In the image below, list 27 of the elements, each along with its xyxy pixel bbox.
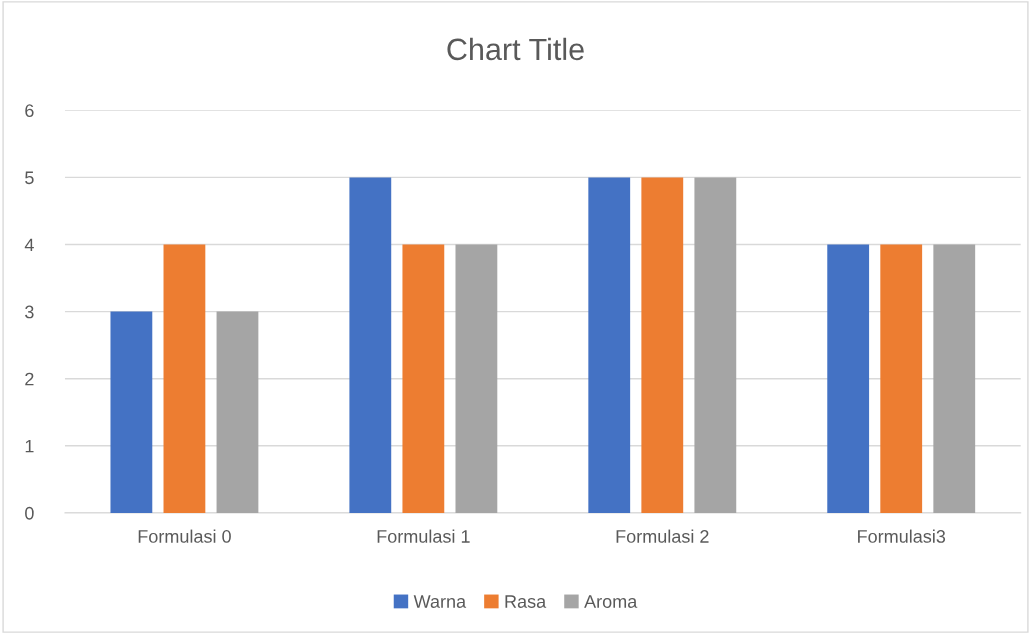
y-tick-label: 3: [25, 305, 34, 319]
y-tick-label: 2: [25, 372, 34, 386]
bar: [163, 244, 206, 513]
bar: [216, 311, 259, 513]
bar: [880, 244, 923, 513]
bar: [827, 244, 870, 513]
bar: [588, 177, 631, 513]
bar: [349, 177, 392, 513]
y-tick-label: 0: [25, 506, 34, 520]
legend-label: Aroma: [584, 595, 638, 608]
x-tick-label: Formulasi 2: [616, 529, 709, 543]
bar: [641, 177, 684, 513]
chart-title: Chart Title: [447, 37, 584, 61]
x-tick-label: Formulasi3: [858, 529, 946, 543]
x-tick-label: Formulasi 0: [138, 529, 231, 543]
y-tick-label: 5: [25, 171, 34, 185]
bar: [110, 311, 153, 513]
bar: [933, 244, 976, 513]
y-tick-label: 1: [25, 439, 34, 453]
legend-label: Rasa: [505, 595, 547, 608]
bar: [402, 244, 445, 513]
legend-label: Warna: [413, 595, 467, 608]
bar: [694, 177, 737, 513]
bar: [455, 244, 498, 513]
y-tick-label: 4: [24, 238, 34, 252]
y-tick-label: 6: [25, 104, 34, 118]
x-tick-label: Formulasi 1: [377, 529, 470, 543]
